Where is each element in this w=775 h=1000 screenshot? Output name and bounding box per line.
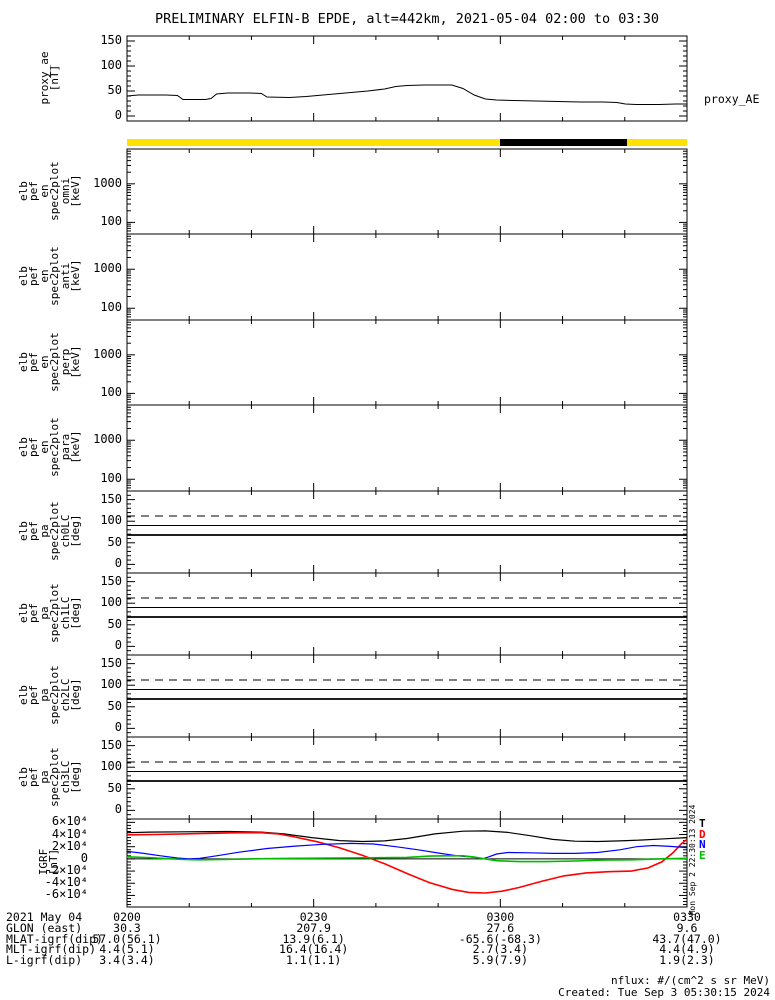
y-tick-label: 100 [100,513,122,528]
panel-pa_ch2lc [126,654,688,738]
table-cell: 0330 [673,910,701,924]
table-row-label: MLAT-igrf(dip) [6,931,103,946]
page-title: PRELIMINARY ELFIN-B EPDE, alt=442km, 202… [155,11,659,27]
y-tick-label: -6×10⁴ [44,887,88,902]
y-tick-label: 0 [114,108,122,122]
y-tick-label: 1000 [93,175,122,190]
table-cell: -65.6(-68.3) [458,931,542,946]
table-cell: 1.9(2.3) [659,953,715,968]
y-tick-label: 150 [100,655,122,670]
legend-entry-N: N [699,838,706,851]
y-tick-label: 1000 [93,432,122,447]
panel-spec_perp [126,319,688,406]
y-tick-label: 50 [107,780,122,795]
table-cell: 0300 [486,910,515,924]
table-row-label: GLON (east) [6,920,83,935]
panel-proxy_ae [126,35,688,122]
sunlight-bar [127,139,687,146]
table-cell: 0230 [299,910,328,924]
table-cell: 0200 [113,910,141,924]
y-tick-label: 0 [114,556,122,571]
bar-segment-sunlit [127,139,501,146]
footer-nflux-note: nflux: #/(cm^2 s sr MeV) [611,974,770,987]
y-tick-label: -2×10⁴ [44,863,88,878]
y-tick-label: 1000 [93,261,122,276]
table-cell: 9.6 [676,920,698,935]
y-tick-label: 100 [100,214,122,229]
y-tick-label: 100 [100,58,122,72]
table-cell: 4.4(5.1) [99,942,155,957]
y-tick-label: 2×10⁴ [51,838,88,853]
y-tick-label: 1000 [93,346,122,361]
table-cell: 27.6 [486,920,515,935]
y-tick-label: 50 [107,616,122,631]
legend-entry-T: T [699,817,706,830]
y-tick-label: 0 [114,638,122,653]
table-cell: 2.7(3.4) [472,942,529,957]
legend-entry-E: E [699,848,706,862]
y-tick-label: 150 [100,491,122,506]
side-timestamp-text: Mon Sep 2 22:30:13 2024 [687,804,697,916]
table-cell: 5.9(7.9) [472,953,529,968]
series-T [126,830,688,843]
y-tick-label: 0 [114,720,122,735]
panel-spec_anti [126,233,688,321]
y-tick-label: 50 [107,83,122,97]
table-cell: 43.7(47.0) [652,931,722,946]
table-cell: 16.4(16.4) [279,942,349,957]
panel-pa_ch1lc [126,572,688,656]
table-cell: 4.4(4.9) [659,942,715,957]
panel-igrf [126,818,688,908]
y-tick-label: 100 [100,677,122,692]
bar-segment-eclipse [500,139,628,146]
y-tick-label: 100 [100,595,122,610]
panel-left-label: IGRF [nT] [36,848,61,876]
bar-segment-sunlit [627,139,687,146]
y-tick-label: 0 [114,802,122,817]
y-tick-label: 50 [107,534,122,549]
y-tick-label: 100 [100,471,122,486]
table-cell: 1.1(1.1) [285,953,342,968]
y-tick-label: 4×10⁴ [51,826,88,841]
y-tick-label: 150 [100,573,122,588]
panel-spec_para [126,404,688,492]
panel-spec_omni [126,148,688,235]
y-tick-label: 100 [100,385,122,400]
panel-pa_ch0lc [126,490,688,574]
series-N [126,842,688,860]
y-tick-label: 100 [100,759,122,774]
panel-left-label: proxy_ae [nT] [37,51,62,104]
footer-created-note: Created: Tue Sep 3 05:30:15 2024 [558,986,770,999]
table-row-label: L-igrf(dip) [6,953,83,968]
y-tick-label: 150 [100,737,122,752]
y-tick-label: 0 [80,850,88,865]
series-D [126,831,688,894]
series-proxy_AE [126,84,687,105]
table-cell: 3.4(3.4) [99,953,155,968]
table-cell: 207.9 [296,920,331,935]
y-tick-label: 6×10⁴ [51,814,88,829]
table-cell: 57.0(56.1) [92,931,162,946]
proxy-ae-right-label: proxy_AE [704,92,760,106]
series-E [126,854,688,863]
table-row-label: MLT-igrf(dip) [6,942,97,957]
y-tick-label: -4×10⁴ [44,875,88,890]
y-tick-label: 150 [100,33,122,47]
table-cell: 30.3 [113,920,141,935]
table-row-label: 2021 May 04 [6,910,83,924]
y-tick-label: 50 [107,698,122,713]
legend-entry-D: D [699,827,706,841]
table-cell: 13.9(6.1) [282,931,345,946]
panel-pa_ch3lc [126,736,688,820]
y-tick-label: 100 [100,300,122,315]
